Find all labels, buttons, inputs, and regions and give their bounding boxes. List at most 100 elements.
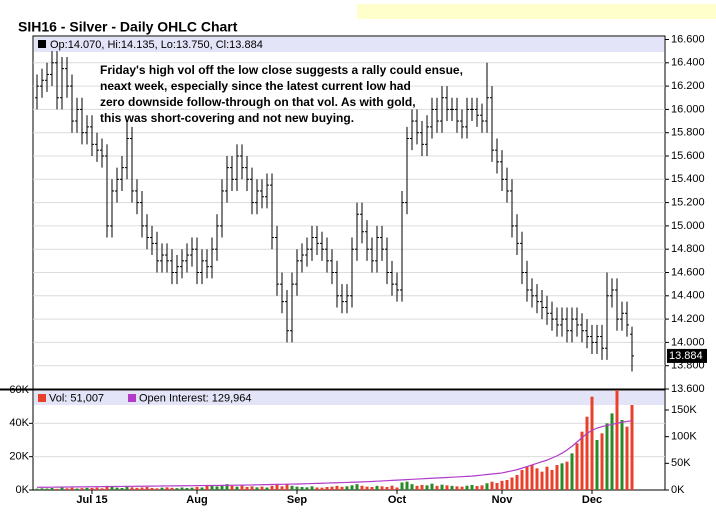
volume-bar	[205, 485, 209, 490]
volume-bar	[605, 423, 609, 490]
volume-bar	[545, 466, 549, 490]
y-tick-label: 16.600	[671, 33, 705, 45]
volume-bar	[480, 485, 484, 490]
y-tick-label: 15.400	[671, 173, 705, 185]
volume-bar	[70, 487, 74, 490]
legend-marker	[38, 394, 46, 402]
volume-bar	[415, 485, 419, 490]
volume-bar	[260, 486, 264, 490]
volume-bar	[165, 487, 169, 490]
volume-bar	[90, 488, 94, 490]
volume-bar	[50, 488, 54, 490]
volume-bar	[405, 481, 409, 490]
volume-bar	[155, 488, 159, 490]
volume-bar	[555, 465, 559, 490]
price-legend-strip	[34, 37, 664, 52]
volume-bar	[425, 485, 429, 490]
volume-bar	[225, 484, 229, 490]
volume-bar	[270, 485, 274, 490]
volume-bar	[500, 480, 504, 490]
volume-bar	[195, 487, 199, 490]
volume-bar	[40, 488, 44, 490]
annotation: zero downside follow-through on that vol…	[100, 95, 416, 109]
volume-bar	[220, 485, 224, 490]
volume-bar	[60, 487, 64, 490]
volume-bar	[80, 488, 84, 490]
volume-bar	[230, 486, 234, 490]
y-tick-label: 40K	[9, 417, 29, 429]
volume-bar	[580, 431, 584, 490]
volume-bar	[380, 486, 384, 490]
oi-line	[36, 420, 633, 488]
volume-bar	[55, 488, 59, 490]
volume-bar	[365, 486, 369, 490]
y2-tick-label: 150K	[671, 404, 697, 416]
volume-bar	[335, 485, 339, 490]
labels: 13.60013.80014.00014.20014.40014.60014.8…	[9, 33, 707, 506]
volume-bar	[340, 486, 344, 490]
volume-bar	[470, 485, 474, 490]
volume-bar	[535, 468, 539, 490]
volume-bar	[250, 486, 254, 490]
volume-bar	[600, 433, 604, 490]
marks	[35, 51, 634, 490]
grid	[29, 38, 669, 494]
volume-bar	[305, 487, 309, 490]
volume-bar	[235, 486, 239, 490]
y-tick-label: 14.200	[671, 313, 705, 325]
volume-bar	[625, 426, 629, 490]
volume-bar	[430, 483, 434, 490]
y-tick-label: 14.000	[671, 336, 705, 348]
x-tick-label: Oct	[388, 494, 407, 506]
volume-bar	[445, 485, 449, 490]
volume-bar	[460, 486, 464, 490]
volume-bar	[315, 487, 319, 490]
volume-bar	[75, 488, 79, 490]
volume-bar	[85, 487, 89, 490]
price-panel	[32, 35, 666, 390]
volume-bar	[490, 481, 494, 490]
volume-bar	[375, 485, 379, 490]
volume-bar	[350, 485, 354, 490]
y-tick-label: 16.200	[671, 80, 705, 92]
volume-bar	[170, 487, 174, 490]
y-tick-label: 0K	[16, 484, 30, 496]
volume-bar	[515, 475, 519, 490]
volume-bar	[420, 485, 424, 490]
volume-bar	[495, 483, 499, 490]
volume-bar	[450, 485, 454, 490]
volume-bar	[185, 488, 189, 490]
volume-bar	[210, 485, 214, 490]
legend-marker	[38, 40, 46, 48]
volume-bar	[130, 487, 134, 490]
volume-bar	[540, 471, 544, 490]
volume-bar	[440, 484, 444, 490]
volume-bar	[105, 485, 109, 490]
volume-bar	[475, 486, 479, 490]
volume-bar	[455, 486, 459, 490]
y-tick-label: 20K	[9, 451, 29, 463]
volume-bar	[550, 470, 554, 490]
x-tick-label: Jul 15	[76, 494, 107, 506]
legend-marker	[128, 394, 136, 402]
last-value-box	[667, 348, 707, 363]
volume-bar	[570, 453, 574, 490]
volume-bar	[245, 487, 249, 490]
volume-legend-strip	[34, 391, 664, 405]
volume-bar	[35, 488, 39, 490]
legend-entry: Open Interest: 129,964	[139, 392, 252, 404]
y-tick-label: 15.600	[671, 150, 705, 162]
annotation: neaxt week, especially since the latest …	[100, 79, 411, 93]
volume-bar	[410, 484, 414, 490]
volume-bar	[255, 487, 259, 490]
volume-bar	[510, 477, 514, 490]
volume-bar	[560, 463, 564, 490]
volume-bar	[140, 487, 144, 490]
y-tick-label: 15.000	[671, 220, 705, 232]
y2-tick-label: 0K	[671, 484, 685, 496]
banner	[357, 4, 716, 19]
y-tick-label: 15.200	[671, 197, 705, 209]
volume-bar	[115, 487, 119, 490]
volume-bar	[135, 487, 139, 490]
